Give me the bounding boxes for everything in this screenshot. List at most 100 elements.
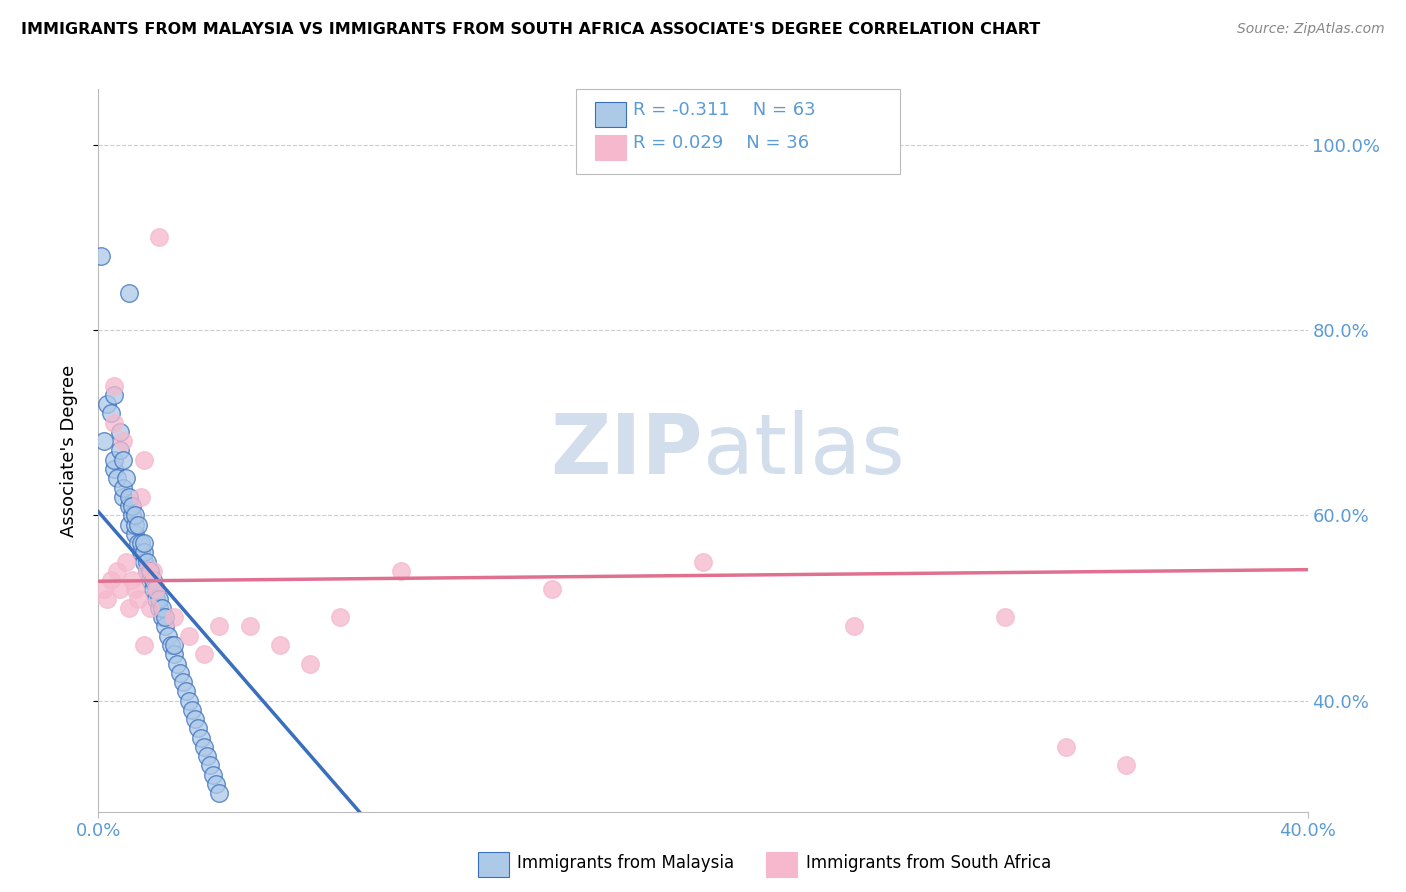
Point [142, 582, 165, 597]
Text: R = 0.029    N = 36: R = 0.029 N = 36 [633, 134, 808, 152]
Point [127, 517, 149, 532]
Point [129, 545, 152, 559]
Point [163, 610, 186, 624]
Point [100, 573, 122, 587]
Point [111, 490, 134, 504]
Point [121, 499, 143, 513]
Point [142, 573, 165, 587]
Point [108, 443, 131, 458]
Point [118, 499, 141, 513]
Point [93, 434, 115, 449]
Point [148, 230, 170, 244]
Point [118, 285, 141, 300]
Text: Immigrants from Malaysia: Immigrants from Malaysia [517, 855, 734, 872]
Point [132, 536, 155, 550]
Point [329, 610, 352, 624]
Text: IMMIGRANTS FROM MALAYSIA VS IMMIGRANTS FROM SOUTH AFRICA ASSOCIATE'S DEGREE CORR: IMMIGRANTS FROM MALAYSIA VS IMMIGRANTS F… [21, 22, 1040, 37]
Point [103, 452, 125, 467]
Point [124, 526, 146, 541]
Point [160, 638, 183, 652]
Point [181, 703, 204, 717]
Point [132, 545, 155, 559]
Point [208, 786, 231, 800]
Point [135, 555, 157, 569]
Point [108, 582, 131, 597]
Point [153, 619, 176, 633]
Point [139, 601, 162, 615]
Point [156, 629, 179, 643]
Text: Immigrants from South Africa: Immigrants from South Africa [806, 855, 1050, 872]
Point [135, 564, 157, 578]
Point [193, 739, 215, 754]
Point [540, 582, 562, 597]
Point [389, 564, 412, 578]
Point [127, 536, 149, 550]
Point [692, 555, 714, 569]
Point [200, 758, 222, 772]
Point [994, 610, 1017, 624]
Point [142, 564, 165, 578]
Point [184, 712, 207, 726]
Point [179, 629, 201, 643]
Point [179, 693, 201, 707]
Text: ZIP: ZIP [551, 410, 703, 491]
Point [108, 425, 131, 439]
Point [202, 767, 225, 781]
Point [145, 582, 167, 597]
Point [124, 582, 146, 597]
Y-axis label: Associate's Degree: Associate's Degree [59, 364, 77, 537]
Point [93, 582, 115, 597]
Point [121, 573, 143, 587]
Point [114, 555, 136, 569]
Point [118, 601, 141, 615]
Point [1115, 758, 1137, 772]
Point [127, 591, 149, 606]
Point [187, 722, 209, 736]
Point [150, 610, 173, 624]
Point [105, 564, 128, 578]
Point [124, 517, 146, 532]
Text: atlas: atlas [703, 410, 904, 491]
Point [145, 591, 167, 606]
Point [205, 777, 228, 791]
Point [163, 647, 186, 661]
Point [208, 619, 231, 633]
Point [172, 675, 194, 690]
Point [193, 647, 215, 661]
Point [844, 619, 866, 633]
Point [148, 591, 170, 606]
Point [132, 638, 155, 652]
Point [114, 471, 136, 485]
Point [129, 536, 152, 550]
Point [195, 749, 218, 764]
Point [190, 731, 212, 745]
Point [135, 564, 157, 578]
Point [169, 665, 191, 680]
Point [103, 388, 125, 402]
Point [166, 657, 188, 671]
Point [118, 490, 141, 504]
Point [148, 601, 170, 615]
Point [239, 619, 262, 633]
Text: Source: ZipAtlas.com: Source: ZipAtlas.com [1237, 22, 1385, 37]
Point [132, 555, 155, 569]
Point [163, 638, 186, 652]
Point [90, 249, 112, 263]
Point [111, 434, 134, 449]
Point [118, 517, 141, 532]
Point [174, 684, 197, 698]
Text: R = -0.311    N = 63: R = -0.311 N = 63 [633, 101, 815, 119]
Point [139, 564, 162, 578]
Point [153, 610, 176, 624]
Point [111, 452, 134, 467]
Point [145, 582, 167, 597]
Point [103, 462, 125, 476]
Point [1054, 739, 1077, 754]
Point [96, 397, 118, 411]
Point [100, 406, 122, 420]
Point [132, 452, 155, 467]
Point [124, 508, 146, 523]
Point [269, 638, 291, 652]
Point [150, 601, 173, 615]
Point [103, 378, 125, 392]
